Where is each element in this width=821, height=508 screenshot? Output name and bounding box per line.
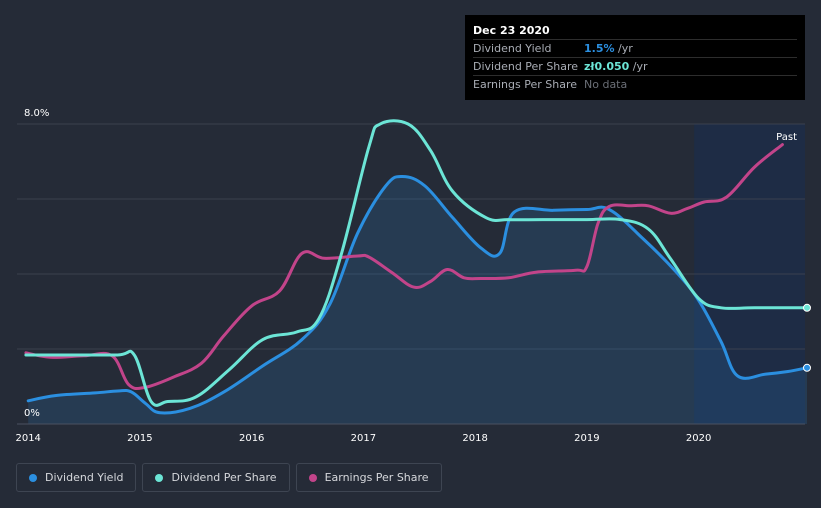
series-end-markers [803,303,811,372]
x-tick-label: 2017 [351,433,376,444]
x-tick-label: 2019 [574,433,599,444]
tooltip-row-dividend-yield: Dividend Yield 1.5% /yr [473,39,797,57]
tooltip-row-dividend-per-share: Dividend Per Share zł0.050 /yr [473,57,797,75]
tooltip-label: Earnings Per Share [473,78,578,91]
tooltip-value: No data [584,78,628,91]
legend-item-dividend-yield[interactable]: Dividend Yield [16,463,137,492]
legend-dot-icon [29,473,37,482]
series-line-earnings-per-share [24,143,784,391]
tooltip-suffix: /yr [629,60,648,73]
tooltip-label: Dividend Yield [473,42,552,55]
x-axis-ticks: 2014 2015 2016 2017 2018 2019 2020 [15,433,711,444]
past-label: Past [776,132,797,143]
tooltip-suffix: /yr [614,42,633,55]
legend-dot-icon [308,473,317,482]
tooltip-row-earnings-per-share: Earnings Per Share No data [473,75,797,93]
y-axis-labels: 8.0% 0% [24,108,49,419]
y-tick-label: 8.0% [24,108,49,119]
y-tick-label: 0% [24,408,40,419]
x-tick-label: 2014 [15,433,40,444]
dividend-yield-area [28,176,807,424]
tooltip-date: Dec 23 2020 [473,24,550,37]
x-tick-label: 2016 [239,433,264,444]
legend-label: Dividend Per Share [171,471,277,484]
end-marker-dps [803,303,811,312]
legend-dot-icon [155,473,164,482]
legend-item-earnings-per-share[interactable]: Earnings Per Share [295,463,442,492]
legend-label: Earnings Per Share [324,471,429,484]
legend-label: Dividend Yield [45,471,124,484]
series-line-dividend-per-share [24,119,809,407]
x-tick-label: 2015 [127,433,152,444]
gridlines [17,123,805,425]
tooltip-value: zł0.050 [584,60,630,73]
x-tick-label: 2020 [686,433,711,444]
series-lines [24,119,809,415]
legend: Dividend Yield Dividend Per Share Earnin… [16,463,448,492]
x-tick-label: 2018 [462,433,487,444]
tooltip-panel: Dec 23 2020 Dividend Yield 1.5% /yr Divi… [465,15,805,100]
tooltip-label: Dividend Per Share [473,60,579,73]
tooltip-value: 1.5% [584,42,615,55]
end-marker-yield [803,363,811,372]
legend-item-dividend-per-share[interactable]: Dividend Per Share [142,463,290,492]
